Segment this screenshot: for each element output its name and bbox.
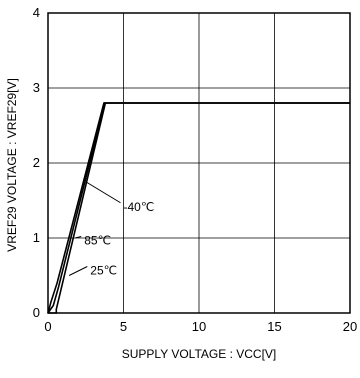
grid-lines — [48, 13, 350, 313]
y-tick-label: 2 — [33, 155, 40, 170]
y-tick-label: 1 — [33, 230, 40, 245]
annotation-layer: -40℃ 85℃ 25℃ — [68, 181, 155, 278]
annotation-leader — [75, 236, 82, 239]
y-tick-label: 4 — [33, 5, 40, 20]
annotation-label: 85℃ — [84, 234, 111, 248]
annotation-leader — [68, 266, 88, 276]
x-tick-label: 15 — [267, 319, 281, 334]
x-axis-label: SUPPLY VOLTAGE : VCC[V] — [122, 347, 277, 361]
y-axis-label: VREF29 VOLTAGE : VREF29[V] — [5, 78, 19, 252]
x-tick-label: 5 — [120, 319, 127, 334]
annotation-leader — [85, 181, 121, 204]
tick-labels: 0 5 10 15 20 0 1 2 3 4 — [33, 5, 357, 334]
plot-frame — [47, 12, 351, 314]
annotation-label: -40℃ — [124, 200, 155, 214]
annotation-label: 25℃ — [90, 264, 117, 278]
series-line-2 — [47, 102, 350, 314]
x-tick-label: 20 — [343, 319, 357, 334]
x-tick-label: 0 — [44, 319, 51, 334]
x-tick-label: 10 — [192, 319, 206, 334]
y-tick-label: 3 — [33, 80, 40, 95]
y-tick-label: 0 — [33, 305, 40, 320]
